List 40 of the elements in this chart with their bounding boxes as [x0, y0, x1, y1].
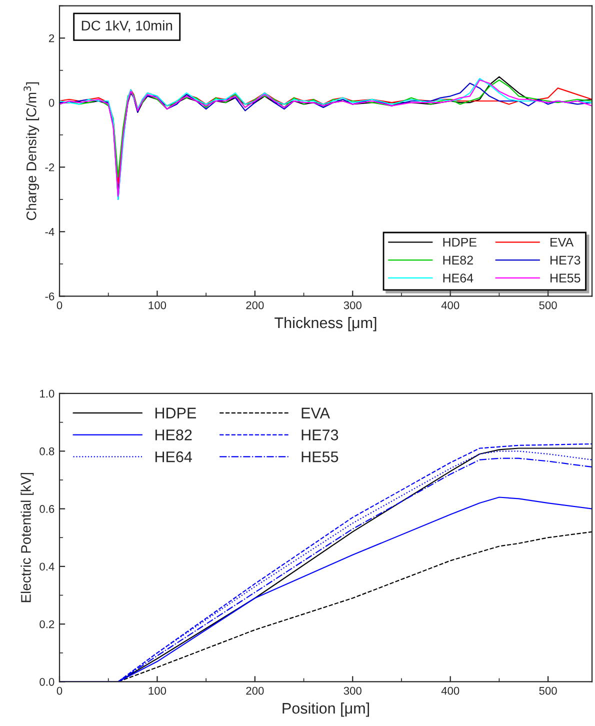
x-tick-label: 500 [539, 301, 557, 310]
x-tick-label: 0 [56, 301, 62, 310]
x-tick-label: 400 [441, 686, 460, 695]
legend-label: HE55 [550, 274, 580, 282]
legend-label: HE73 [302, 430, 338, 440]
y-tick-label: -4 [45, 228, 54, 236]
x-axis-title: Thickness [μm] [274, 316, 376, 332]
x-tick-label: 300 [344, 301, 362, 310]
annotation: DC 1kV, 10min [82, 20, 172, 32]
x-tick-label: 500 [539, 686, 557, 695]
legend-label: HE64 [155, 451, 192, 462]
x-tick-label: 400 [441, 301, 460, 310]
y-tick-label: 0.6 [40, 505, 54, 513]
legend-label: HE82 [443, 256, 473, 265]
y-tick-label: 0.8 [40, 447, 54, 456]
x-tick-label: 200 [246, 301, 264, 310]
y-tick-label: 0.4 [40, 562, 54, 571]
x-tick-label: 0 [56, 686, 62, 695]
legend-label: HE55 [302, 452, 338, 462]
y-tick-label: 0 [48, 98, 54, 107]
legend-label: HE82 [155, 430, 192, 440]
x-tick-label: 100 [148, 686, 166, 695]
legend-label: HE64 [443, 274, 474, 282]
x-tick-label: 200 [246, 686, 264, 695]
legend-label: EVA [302, 408, 330, 418]
legend-label: HE73 [550, 256, 580, 265]
y-tick-label: -6 [45, 292, 54, 300]
y-tick-label: 2 [49, 34, 54, 42]
x-tick-label: 100 [148, 301, 166, 310]
y-tick-label: 0.2 [40, 620, 54, 628]
y-tick-label: 0.0 [40, 678, 54, 686]
legend-label: HDPE [155, 408, 196, 418]
y-tick-label: -2 [45, 163, 54, 172]
y-axis-title: Electric Potential [kV] [20, 472, 34, 602]
x-axis-title: Position [μm] [282, 702, 369, 717]
legend-label: EVA [550, 238, 574, 247]
legend-label: HDPE [443, 238, 476, 247]
y-tick-label: 1.0 [40, 390, 54, 398]
y-axis-title: Charge Density [C/m$^{3}$] [24, 82, 40, 220]
x-tick-label: 300 [344, 686, 362, 695]
